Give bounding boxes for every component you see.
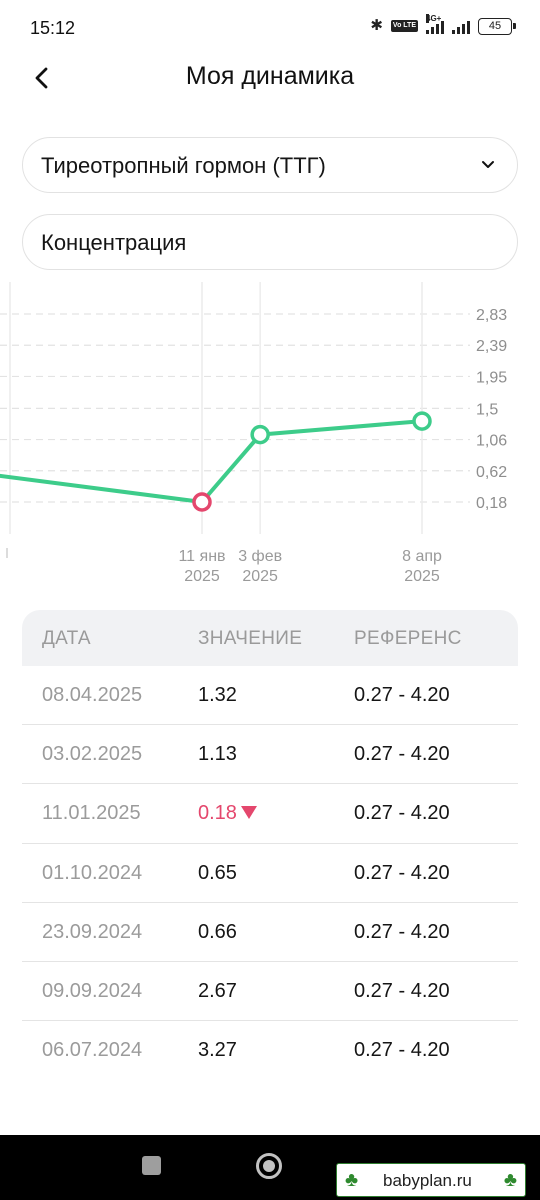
cell-value-text: 0.18	[198, 802, 237, 825]
signal-4g-icon: 4G+	[426, 14, 444, 34]
hormone-select-value: Тиреотропный гормон (ТТГ)	[41, 153, 326, 178]
cell-value-text: 0.65	[198, 861, 237, 884]
clover-icon: ♣	[345, 1169, 359, 1191]
cell-reference: 0.27 - 4.20	[354, 861, 450, 884]
chevron-down-icon	[482, 161, 494, 168]
data-point	[250, 424, 270, 445]
table-row: 08.04.2025 1.32 0.27 - 4.20	[22, 666, 518, 726]
data-point	[412, 411, 432, 431]
cell-value: 0.65	[198, 862, 237, 885]
table-row: 11.01.2025 0.18 0.27 - 4.20	[22, 784, 518, 844]
results-table: ДАТА ЗНАЧЕНИЕ РЕФЕРЕНС 08.04.2025 1.32 0.2…	[22, 610, 518, 1080]
cell-value: 0.18	[198, 802, 257, 825]
x-tick-label: 2025	[184, 568, 220, 585]
cell-value: 2.67	[198, 980, 237, 1003]
y-tick-label: 1,5	[476, 401, 498, 418]
cell-value: 3.27	[198, 1039, 237, 1062]
cell-reference: 0.27 - 4.20	[354, 920, 450, 943]
cell-reference: 0.27 - 4.20	[354, 802, 450, 825]
series-line	[0, 419, 424, 504]
volte-icon: Vo LTE	[390, 20, 418, 32]
dynamics-chart[interactable]: 2,832,391,951,51,060,620,181 окт202411 я…	[0, 282, 540, 592]
table-body: 08.04.2025 1.32 0.27 - 4.20 03.02.2025 1.13 0…	[22, 666, 518, 1080]
bluetooth-icon: ✱	[370, 17, 383, 34]
chevron-left-icon	[35, 67, 48, 89]
table-row: 01.10.2024 0.65 0.27 - 4.20	[22, 844, 518, 903]
data-point-low	[192, 492, 212, 512]
cell-reference: 0.27 - 4.20	[354, 979, 450, 1002]
cell-value-text: 1.13	[198, 743, 237, 766]
status-time: 15:12	[30, 18, 76, 38]
table-header: ДАТА ЗНАЧЕНИЕ РЕФЕРЕНС	[22, 610, 518, 666]
x-tick-label: 8 апр	[402, 548, 442, 565]
dynamics-chart-svg: 2,832,391,951,51,060,620,181 окт202411 я…	[0, 282, 507, 585]
cell-date: 03.02.2025	[42, 743, 143, 766]
x-tick-label: 2025	[242, 568, 278, 585]
signal-icon	[452, 18, 470, 34]
y-tick-label: 2,83	[476, 307, 507, 324]
battery-icon: 45	[478, 17, 516, 35]
home-button[interactable]	[256, 1153, 282, 1179]
status-icons: ✱ Vo LTE 4G+ 45	[370, 14, 516, 36]
x-tick-label: 3 фев	[238, 548, 282, 565]
cell-date: 23.09.2024	[42, 920, 143, 943]
cell-value-text: 3.27	[198, 1039, 237, 1062]
cell-date: 01.10.2024	[42, 861, 143, 884]
table-row: 23.09.2024 0.66 0.27 - 4.20	[22, 903, 518, 962]
cell-reference: 0.27 - 4.20	[354, 684, 450, 706]
parameter-select[interactable]: Концентрация	[22, 214, 518, 270]
cell-value-text: 0.66	[198, 920, 237, 943]
header-value: ЗНАЧЕНИЕ	[198, 628, 303, 649]
clover-icon: ♣	[503, 1169, 517, 1191]
cell-value: 0.66	[198, 921, 237, 944]
cell-value-text: 1.32	[198, 684, 237, 706]
cell-value-text: 2.67	[198, 979, 237, 1002]
cell-date: 09.09.2024	[42, 979, 143, 1002]
network-type-label: 4G+	[426, 14, 442, 23]
y-tick-label: 1,95	[476, 369, 507, 386]
cell-value: 1.32	[198, 684, 237, 707]
x-tick-label: 2025	[404, 568, 440, 585]
cell-value: 1.13	[198, 743, 237, 766]
cell-date: 11.01.2025	[42, 802, 141, 825]
recent-apps-button[interactable]	[142, 1156, 161, 1175]
header: Моя динамика	[0, 56, 540, 100]
table-row: 09.09.2024 2.67 0.27 - 4.20	[22, 962, 518, 1022]
y-tick-label: 0,18	[476, 495, 507, 512]
y-tick-label: 2,39	[476, 338, 507, 355]
page-title: Моя динамика	[185, 62, 355, 90]
back-button[interactable]	[30, 62, 58, 94]
cell-reference: 0.27 - 4.20	[354, 743, 450, 766]
y-tick-label: 0,62	[476, 464, 507, 481]
cell-date: 08.04.2025	[42, 684, 143, 706]
watermark-text: babyplan.ru	[383, 1171, 472, 1190]
x-tick-label: 11 янв	[178, 548, 225, 565]
status-bar: 15:12 ✱ Vo LTE 4G+ 45	[0, 0, 540, 56]
parameter-select-value: Концентрация	[41, 230, 187, 255]
table-row: 06.07.2024 3.27 0.27 - 4.20	[22, 1021, 518, 1080]
cell-reference: 0.27 - 4.20	[354, 1039, 450, 1062]
header-reference: РЕФЕРЕНС	[354, 628, 462, 649]
y-tick-label: 1,06	[476, 433, 507, 450]
watermark: ♣ babyplan.ru ♣	[336, 1163, 526, 1197]
cell-date: 06.07.2024	[42, 1039, 143, 1062]
low-value-arrow-icon	[240, 806, 257, 820]
table-row: 03.02.2025 1.13 0.27 - 4.20	[22, 725, 518, 785]
hormone-select[interactable]: Тиреотропный гормон (ТТГ)	[22, 137, 518, 193]
header-date: ДАТА	[42, 628, 91, 649]
